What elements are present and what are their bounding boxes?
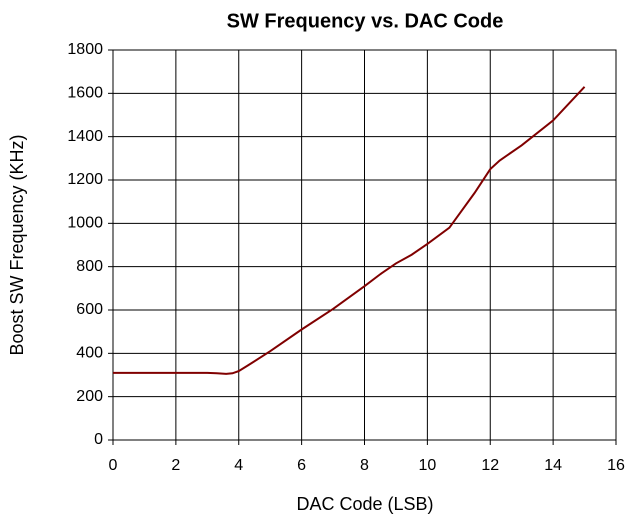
y-tick-label: 1600 [67,85,103,102]
y-tick-label: 0 [94,431,103,448]
x-tick-label: 12 [481,457,499,474]
x-tick-label: 2 [171,457,180,474]
y-tick-label: 1000 [67,215,103,232]
y-axis-label: Boost SW Frequency (KHz) [7,134,27,355]
x-tick-label: 4 [234,457,243,474]
chart-title: SW Frequency vs. DAC Code [227,10,504,32]
x-axis-label: DAC Code (LSB) [296,494,433,514]
x-tick-label: 10 [418,457,436,474]
data-line [113,86,586,375]
y-tick-label: 1800 [67,41,103,58]
plot-border [112,49,617,441]
x-tick-label: 6 [297,457,306,474]
x-tick-label: 16 [607,457,625,474]
x-tick-label: 8 [360,457,369,474]
y-tick-label: 1200 [67,171,103,188]
y-tick-label: 600 [76,301,103,318]
y-tick-label: 200 [76,388,103,405]
y-tick-label: 800 [76,258,103,275]
x-tick-label: 14 [544,457,562,474]
y-tick-label: 400 [76,345,103,362]
y-tick-label: 1400 [67,128,103,145]
x-tick-label: 0 [109,457,118,474]
